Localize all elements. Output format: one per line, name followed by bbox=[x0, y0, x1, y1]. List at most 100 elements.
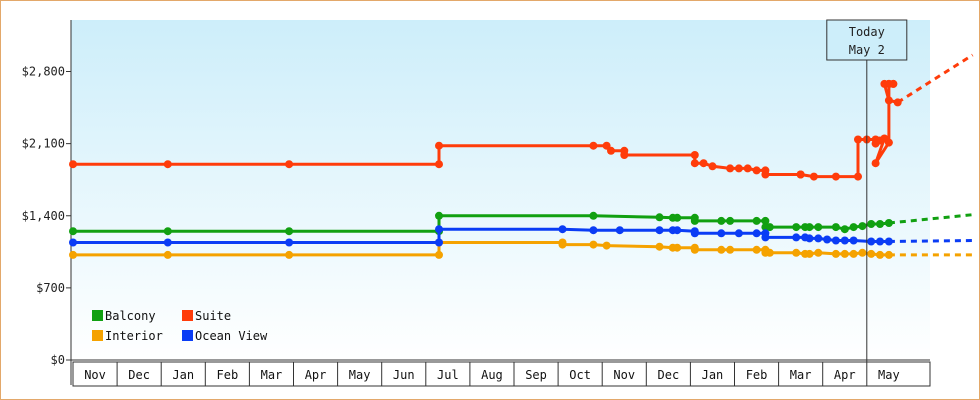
data-point bbox=[809, 172, 818, 181]
data-point bbox=[602, 241, 611, 250]
data-point bbox=[761, 216, 770, 225]
data-point bbox=[876, 220, 884, 228]
plot-area bbox=[71, 20, 930, 360]
month-label: Nov bbox=[613, 368, 635, 382]
data-point bbox=[734, 164, 743, 173]
data-point bbox=[761, 233, 770, 242]
x-axis: Nov Dec Jan Feb Mar Apr May Jun Jul Aug Sep Oct Nov D… bbox=[71, 359, 931, 387]
data-point bbox=[831, 223, 840, 232]
data-point bbox=[69, 250, 77, 259]
data-point bbox=[690, 229, 699, 238]
legend-swatch bbox=[182, 310, 193, 321]
data-point bbox=[589, 240, 598, 249]
data-point bbox=[435, 211, 443, 220]
data-point bbox=[840, 236, 849, 245]
y-tick-label: $0 bbox=[51, 353, 65, 367]
data-point bbox=[726, 164, 735, 173]
month-label: Aug bbox=[481, 368, 503, 382]
data-point bbox=[163, 160, 172, 169]
month-label: Jul bbox=[437, 368, 459, 382]
data-point bbox=[814, 248, 823, 257]
data-point bbox=[435, 141, 443, 150]
data-point bbox=[876, 250, 884, 259]
data-point bbox=[726, 216, 735, 225]
data-point bbox=[615, 226, 624, 235]
series-ocean-view bbox=[69, 225, 973, 247]
today-date: May 2 bbox=[849, 43, 885, 57]
today-label: Today bbox=[849, 25, 885, 39]
data-point bbox=[805, 223, 814, 232]
data-point bbox=[743, 164, 752, 173]
data-point bbox=[752, 245, 761, 254]
month-label: Jan bbox=[702, 368, 724, 382]
data-point bbox=[690, 245, 699, 254]
month-label: Mar bbox=[261, 368, 283, 382]
data-point bbox=[558, 225, 567, 234]
data-point bbox=[880, 79, 889, 88]
data-point bbox=[607, 146, 615, 155]
legend-swatch bbox=[92, 330, 103, 341]
data-point bbox=[831, 236, 840, 245]
data-point bbox=[163, 250, 172, 259]
data-point bbox=[792, 248, 801, 257]
data-point bbox=[752, 229, 761, 238]
data-point bbox=[849, 236, 858, 245]
month-label: Apr bbox=[305, 368, 327, 382]
data-point bbox=[752, 216, 761, 225]
y-tick-label: $2,100 bbox=[22, 137, 65, 151]
data-point bbox=[620, 151, 629, 159]
month-label: May bbox=[349, 368, 371, 382]
y-tick-label: $2,800 bbox=[22, 65, 65, 79]
data-point bbox=[814, 234, 823, 243]
data-point bbox=[69, 160, 77, 169]
data-point bbox=[589, 226, 598, 235]
month-label: Dec bbox=[128, 368, 150, 382]
y-axis: $0 $700 $1,400 $2,100 $2,800 bbox=[22, 20, 72, 385]
data-point bbox=[673, 213, 682, 222]
data-point bbox=[840, 225, 849, 234]
data-point bbox=[854, 135, 862, 144]
data-point bbox=[673, 226, 682, 235]
month-label: Sep bbox=[525, 368, 547, 382]
data-point bbox=[699, 159, 708, 168]
month-label: Feb bbox=[217, 368, 239, 382]
forecast-line bbox=[896, 53, 974, 104]
data-point bbox=[163, 227, 172, 236]
data-point bbox=[858, 248, 867, 257]
data-point bbox=[765, 248, 774, 257]
data-point bbox=[163, 238, 172, 247]
data-point bbox=[849, 223, 858, 232]
data-point bbox=[285, 238, 294, 247]
data-point bbox=[655, 213, 664, 222]
data-point bbox=[717, 216, 726, 225]
legend-label: Balcony bbox=[105, 309, 156, 323]
data-point bbox=[558, 240, 567, 249]
data-point bbox=[717, 229, 726, 238]
data-point bbox=[285, 227, 294, 236]
data-point bbox=[867, 237, 876, 246]
data-point bbox=[673, 243, 682, 252]
month-label: Mar bbox=[790, 368, 812, 382]
data-point bbox=[285, 160, 294, 169]
y-tick-label: $700 bbox=[36, 281, 65, 295]
legend-swatch bbox=[92, 310, 103, 321]
series-balcony bbox=[69, 211, 973, 236]
data-point bbox=[435, 160, 443, 169]
data-point bbox=[867, 220, 876, 228]
month-label: Dec bbox=[658, 368, 680, 382]
data-point bbox=[752, 166, 761, 175]
y-tick-label: $1,400 bbox=[22, 209, 65, 223]
data-point bbox=[876, 237, 884, 246]
series-line bbox=[73, 214, 890, 233]
data-point bbox=[884, 96, 893, 105]
month-strip bbox=[72, 361, 931, 387]
data-point bbox=[765, 223, 774, 232]
data-point bbox=[690, 159, 699, 168]
legend-label: Ocean View bbox=[195, 329, 268, 343]
forecast-line bbox=[888, 239, 973, 243]
data-point bbox=[690, 151, 699, 159]
data-point bbox=[690, 216, 699, 225]
series-layer bbox=[69, 53, 974, 259]
legend-label: Interior bbox=[105, 329, 163, 343]
month-label: Nov bbox=[84, 368, 106, 382]
